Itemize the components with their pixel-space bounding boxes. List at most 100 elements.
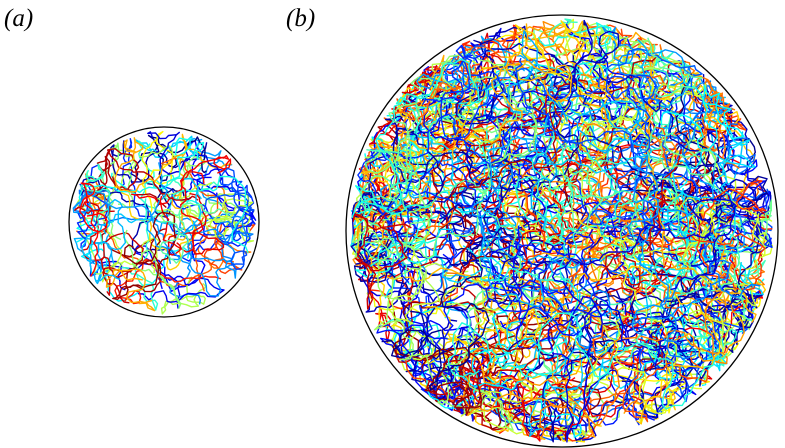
trajectory xyxy=(506,30,649,154)
trajectory xyxy=(504,20,624,100)
trajectory xyxy=(392,108,579,192)
boundary xyxy=(345,14,779,448)
trajectory xyxy=(447,267,579,379)
trajectory xyxy=(494,214,713,399)
trajectory xyxy=(73,201,131,278)
trajectory xyxy=(395,129,500,412)
trajectory xyxy=(147,131,223,182)
trajectory xyxy=(424,341,530,416)
trajectory xyxy=(179,181,254,224)
trajectory xyxy=(122,229,182,310)
trajectory xyxy=(521,232,710,349)
trajectory xyxy=(538,312,728,410)
trajectory xyxy=(354,230,438,385)
trajectory xyxy=(160,157,219,292)
trajectory xyxy=(123,211,177,290)
trajectory xyxy=(397,239,624,328)
trajectory xyxy=(114,137,184,193)
trajectory xyxy=(542,284,763,443)
trajectory xyxy=(357,149,527,223)
trajectory xyxy=(421,343,583,438)
trajectory xyxy=(72,191,172,264)
trajectory xyxy=(79,182,108,277)
trajectory xyxy=(158,202,229,264)
trajectory xyxy=(425,269,598,439)
trajectory xyxy=(564,234,679,415)
trajectory xyxy=(490,225,595,332)
trajectory xyxy=(395,79,487,179)
trajectory xyxy=(359,164,442,278)
trajectory xyxy=(616,96,757,267)
trajectory xyxy=(559,168,678,259)
trajectory xyxy=(688,179,767,291)
trajectory xyxy=(485,251,609,337)
trajectory xyxy=(158,177,255,242)
trajectory xyxy=(547,295,624,443)
trajectory xyxy=(425,297,554,381)
trajectory xyxy=(627,148,699,337)
trajectory xyxy=(352,183,524,285)
trajectory xyxy=(421,44,505,140)
trajectory xyxy=(503,63,618,201)
trajectory xyxy=(480,136,558,308)
trajectory xyxy=(352,209,412,310)
trajectory xyxy=(81,177,202,277)
trajectory xyxy=(497,173,746,269)
trajectory xyxy=(455,352,586,442)
trajectory xyxy=(548,186,643,296)
trajectory xyxy=(440,141,599,234)
trajectory xyxy=(568,269,709,423)
trajectory xyxy=(628,92,747,168)
trajectory xyxy=(601,314,738,380)
boundary xyxy=(68,126,260,318)
trajectory xyxy=(201,167,255,214)
trajectory xyxy=(637,259,761,360)
trajectory xyxy=(534,97,652,174)
trajectory xyxy=(361,146,413,275)
trajectory xyxy=(75,144,137,213)
trajectory xyxy=(514,131,573,285)
trajectory xyxy=(393,301,584,379)
trajectory xyxy=(571,265,721,425)
trajectory xyxy=(552,200,766,271)
trajectory xyxy=(351,107,538,259)
trajectory xyxy=(172,175,249,254)
trajectory xyxy=(360,20,588,183)
trajectory xyxy=(351,204,532,305)
trajectory xyxy=(391,250,490,391)
trajectory xyxy=(427,24,527,151)
trajectory xyxy=(551,198,736,306)
trajectory xyxy=(105,268,156,312)
trajectory xyxy=(438,50,538,170)
trajectory xyxy=(559,83,707,168)
trajectory xyxy=(577,24,682,87)
trajectory xyxy=(141,130,174,216)
trajectory xyxy=(397,134,516,284)
trajectory xyxy=(197,193,255,237)
trajectory xyxy=(460,25,580,125)
trajectories xyxy=(72,130,257,315)
trajectory xyxy=(539,292,728,437)
trajectory xyxy=(690,75,740,170)
trajectory xyxy=(361,244,472,369)
trajectory xyxy=(114,258,222,305)
trajectory xyxy=(626,73,723,222)
trajectory xyxy=(626,304,738,370)
trajectory xyxy=(665,138,773,248)
trajectory xyxy=(624,224,773,426)
trajectory xyxy=(150,162,232,297)
trajectory xyxy=(351,185,437,278)
trajectory xyxy=(552,19,663,113)
trajectory xyxy=(655,49,745,152)
trajectory xyxy=(185,176,257,221)
trajectory xyxy=(160,276,207,315)
trajectory xyxy=(138,140,192,214)
trajectory xyxy=(76,183,136,243)
panel-label: (a) xyxy=(4,5,33,32)
trajectory xyxy=(381,333,694,377)
trajectory xyxy=(564,19,683,190)
trajectory xyxy=(451,54,659,269)
trajectory xyxy=(438,68,597,208)
trajectory xyxy=(671,197,757,357)
